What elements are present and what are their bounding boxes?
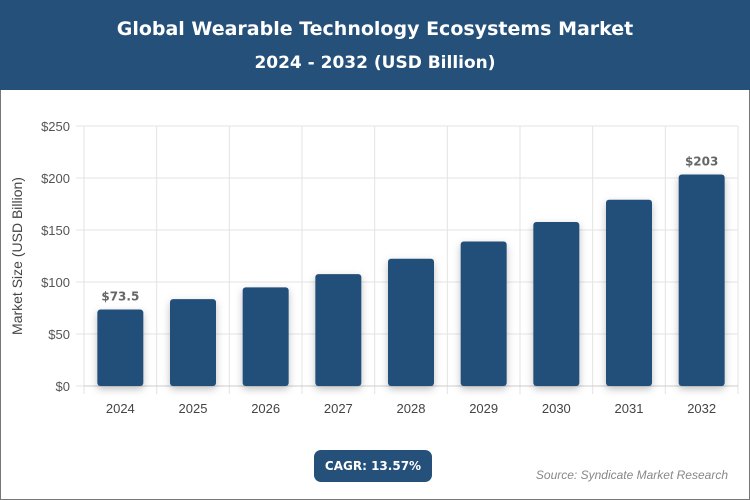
bar-2027	[315, 274, 362, 386]
bar-2030	[533, 221, 580, 386]
chart-title: Global Wearable Technology Ecosystems Ma…	[116, 18, 634, 40]
chart-subtitle: 2024 - 2032 (USD Billion)	[254, 53, 496, 73]
x-tick-label: 2032	[687, 401, 716, 416]
cagr-badge: CAGR: 13.57%	[314, 450, 432, 482]
x-tick-label: 2025	[179, 401, 208, 416]
x-tick-label: 2028	[397, 401, 426, 416]
y-tick-label: $250	[41, 119, 70, 134]
source-note: Source: Syndicate Market Research	[535, 468, 728, 482]
chart-header: Global Wearable Technology Ecosystems Ma…	[0, 0, 750, 90]
x-tick-label: 2026	[251, 401, 280, 416]
bar-2029	[460, 241, 507, 386]
bar-2031	[606, 199, 652, 386]
data-label: $203	[685, 154, 718, 168]
y-tick-label: $0	[56, 379, 70, 394]
y-tick-label: $100	[41, 275, 70, 290]
bar-2024	[97, 309, 144, 386]
bar-2028	[388, 258, 434, 386]
bar-2032	[678, 174, 725, 386]
x-tick-label: 2031	[615, 401, 644, 416]
x-tick-label: 2030	[542, 401, 571, 416]
y-tick-label: $150	[41, 223, 70, 238]
x-tick-label: 2027	[324, 401, 353, 416]
x-tick-label: 2024	[106, 401, 135, 416]
data-label: $73.5	[101, 290, 139, 304]
y-tick-label: $50	[48, 327, 70, 342]
x-tick-label: 2029	[469, 401, 498, 416]
y-axis-title: Market Size (USD Billion)	[9, 177, 25, 335]
bar-2025	[170, 299, 216, 386]
bar-2026	[242, 287, 289, 386]
y-tick-label: $200	[41, 171, 70, 186]
